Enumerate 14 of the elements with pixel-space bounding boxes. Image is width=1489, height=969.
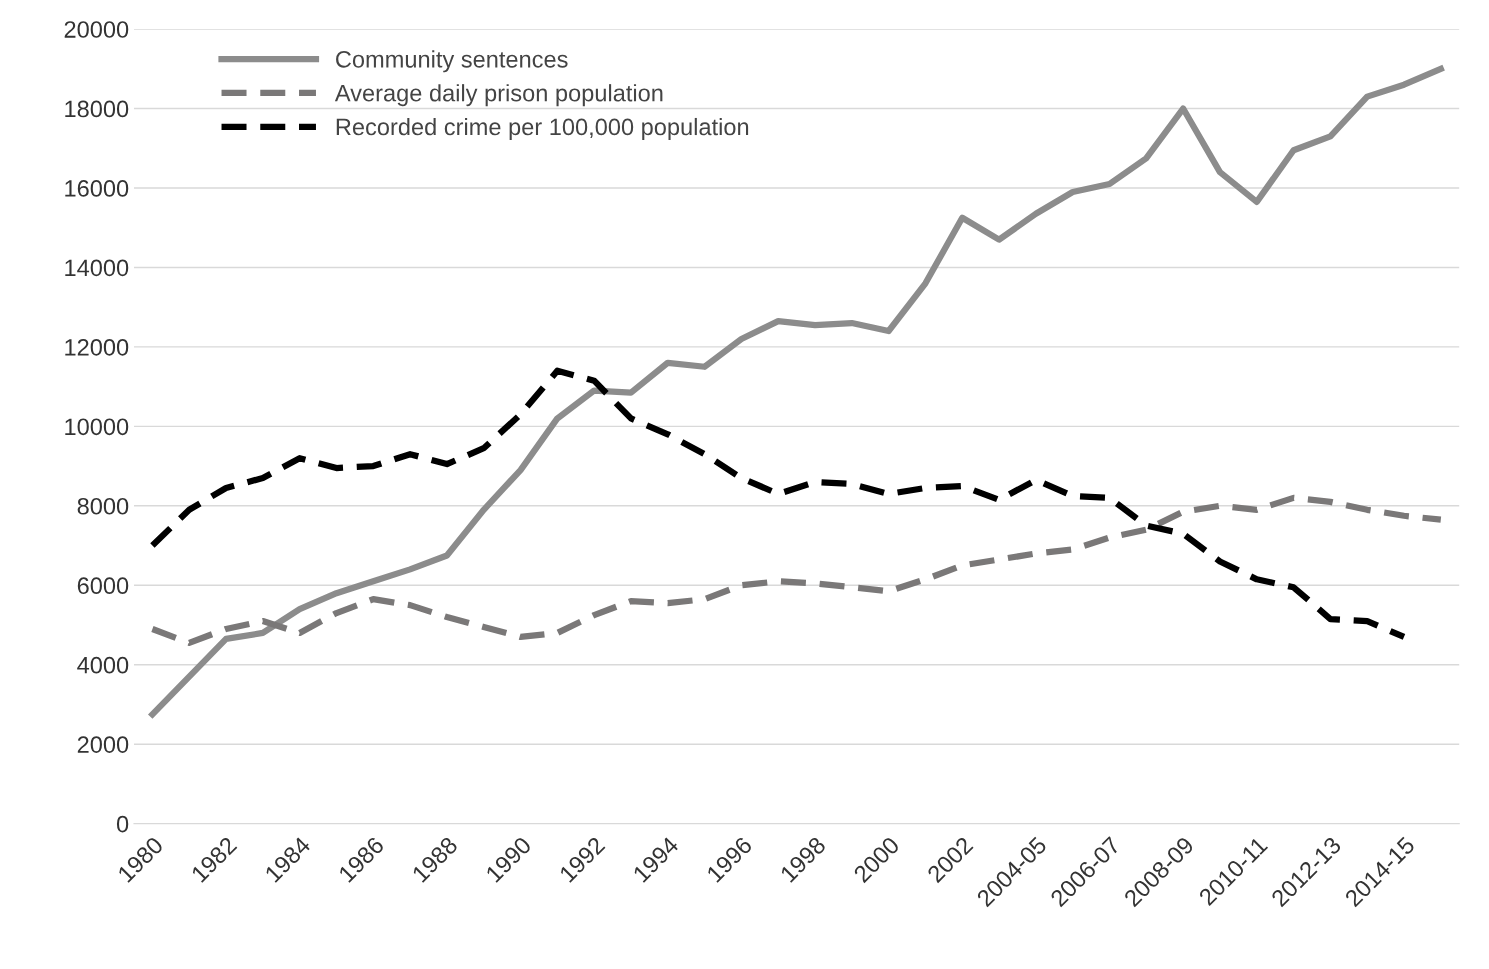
y-tick-label: 4000	[77, 656, 129, 674]
y-tick-label: 20000	[64, 21, 129, 38]
y-tick-label: 16000	[65, 180, 129, 197]
y-tick-label: 0	[116, 815, 129, 833]
y-tick-label: 8000	[77, 497, 129, 515]
y-tick-label: 14000	[65, 259, 129, 277]
y-tick-label: 2000	[77, 736, 129, 753]
y-tick-label: 6000	[77, 577, 129, 595]
legend-label: Community sentences	[336, 50, 568, 73]
legend-label: Recorded crime per 100,000 population	[336, 117, 749, 140]
y-tick-label: 10000	[65, 418, 129, 436]
legend-label: Average daily prison population	[334, 84, 663, 107]
y-tick-label: 18000	[65, 100, 129, 118]
y-tick-label: 12000	[65, 338, 129, 356]
